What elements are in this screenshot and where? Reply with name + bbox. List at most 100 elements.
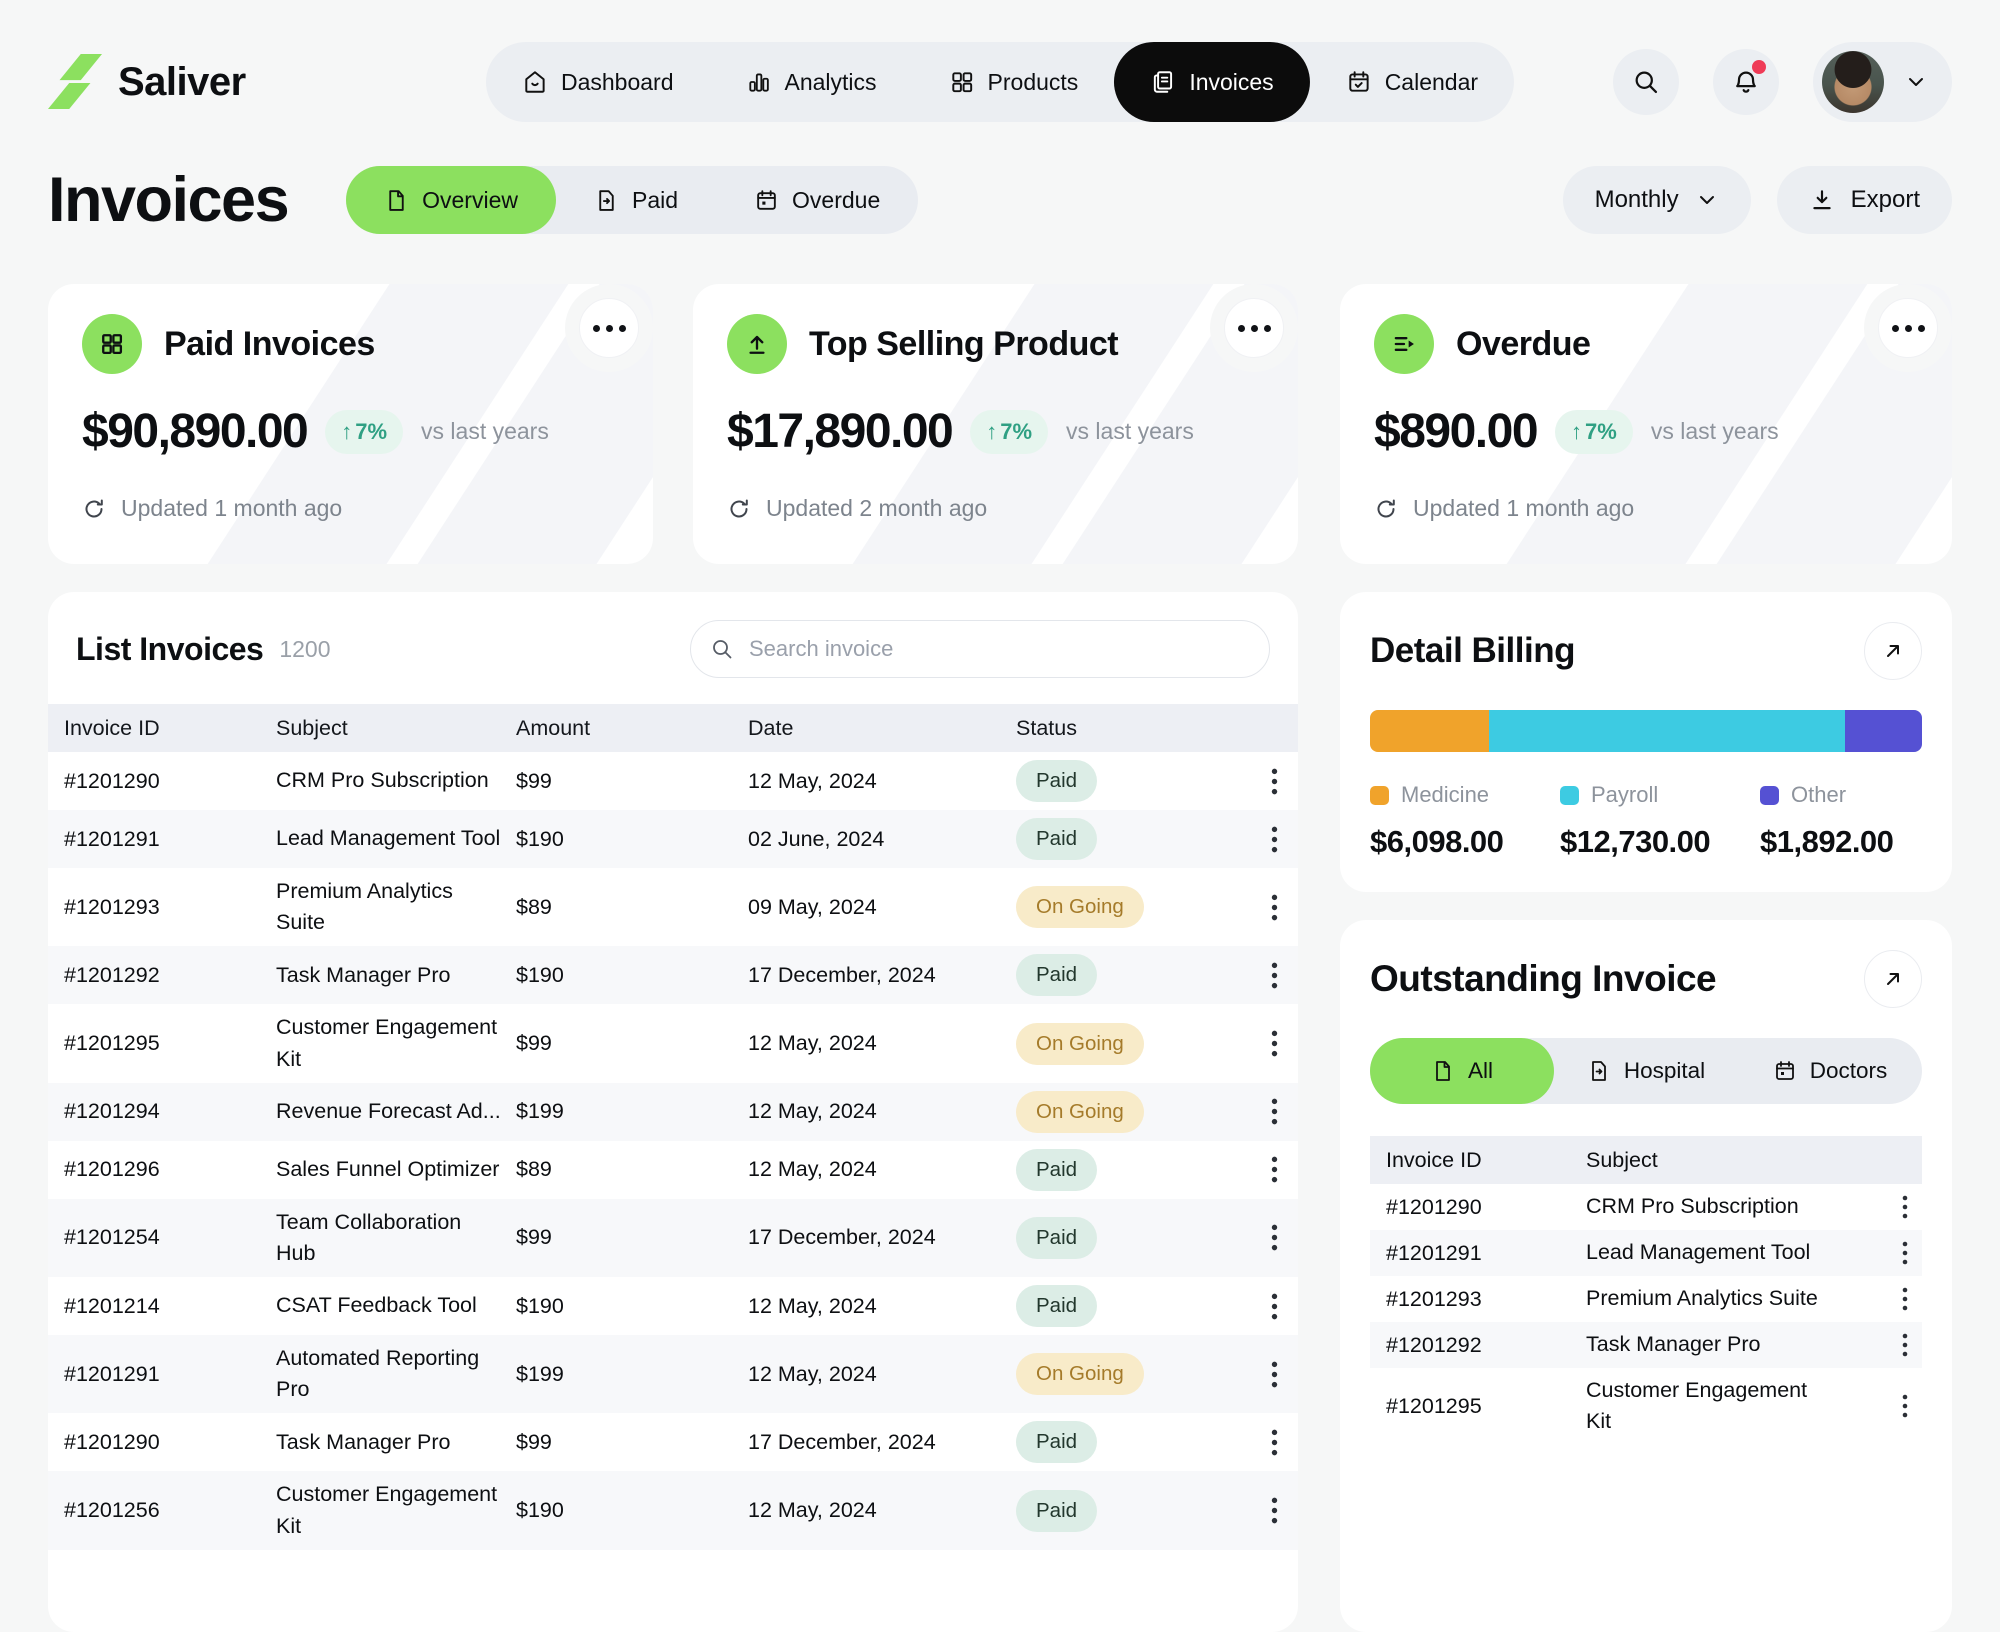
search-icon	[713, 640, 732, 659]
billing-legend: Medicine Payroll Other	[1370, 782, 1922, 808]
nav-item-analytics[interactable]: Analytics	[710, 42, 913, 122]
list-arrow-icon	[1374, 314, 1434, 374]
notifications-button[interactable]	[1713, 49, 1779, 115]
nav-item-products[interactable]: Products	[913, 42, 1115, 122]
legend-dot-medicine	[1370, 785, 1389, 805]
tab-label: Doctors	[1809, 1058, 1888, 1083]
stat-title: Paid Invoices	[164, 324, 375, 363]
invoice-search	[690, 620, 1270, 678]
table-row: #1201292 Task Manager Pro $190 17 December,…	[48, 946, 1298, 1005]
stat-updated: Updated 2 month ago	[766, 495, 988, 521]
tab-label: Overview	[422, 186, 518, 213]
card-menu-button[interactable]	[579, 298, 639, 358]
outstanding-table-header: Invoice ID Subject	[1370, 1136, 1922, 1184]
row-menu-button[interactable]	[1896, 1329, 1914, 1361]
tab-hospital[interactable]: Hospital	[1554, 1038, 1738, 1104]
download-icon	[1812, 190, 1831, 210]
profile-menu[interactable]	[1813, 42, 1952, 122]
list-count: 1200	[279, 635, 331, 662]
topbar-actions	[1613, 42, 1952, 122]
row-menu-button[interactable]	[1265, 1152, 1284, 1187]
list-item: #1201291 Lead Management Tool	[1370, 1230, 1922, 1276]
tab-all[interactable]: All	[1370, 1038, 1554, 1104]
row-menu-button[interactable]	[1265, 1493, 1284, 1528]
list-item: #1201295 Customer Engagement Kit	[1370, 1368, 1922, 1444]
bell-icon	[1736, 71, 1756, 93]
arrow-up-right-icon	[1887, 973, 1899, 985]
status-badge: On Going	[1016, 1022, 1144, 1065]
tab-overview[interactable]: Overview	[346, 166, 556, 234]
billing-value-payroll: $12,730.00	[1560, 824, 1711, 859]
list-title: List Invoices	[76, 630, 264, 667]
tab-label: All	[1467, 1058, 1493, 1083]
delta-badge: ↑ 7%	[325, 409, 404, 454]
tab-doctors[interactable]: Doctors	[1738, 1038, 1922, 1104]
chevron-down-icon	[1909, 78, 1923, 86]
row-menu-button[interactable]	[1896, 1237, 1914, 1269]
row-menu-button[interactable]	[1265, 958, 1284, 993]
nav-item-invoices[interactable]: Invoices	[1114, 42, 1310, 122]
stat-card-top-selling: Top Selling Product $17,890.00 ↑ 7% vs la…	[693, 284, 1298, 564]
bar-segment-payroll	[1489, 710, 1846, 752]
calendar-icon	[1349, 71, 1369, 92]
tab-overdue[interactable]: Overdue	[716, 166, 918, 234]
table-row: #1201256 Customer Engagement Kit $190 12 Ma…	[48, 1471, 1298, 1550]
list-item: #1201292 Task Manager Pro	[1370, 1322, 1922, 1368]
open-outstanding-button[interactable]	[1864, 950, 1922, 1008]
list-item: #1201290 CRM Pro Subscription	[1370, 1184, 1922, 1230]
card-menu-button[interactable]	[1878, 298, 1938, 358]
stat-card-overdue: Overdue $890.00 ↑ 7% vs last years Update…	[1340, 284, 1952, 564]
delta-note: vs last years	[1650, 418, 1779, 444]
tab-paid[interactable]: Paid	[556, 166, 716, 234]
brand-logo: Saliver	[48, 54, 246, 110]
period-select[interactable]: Monthly	[1562, 166, 1751, 234]
export-button[interactable]: Export	[1776, 166, 1952, 234]
search-button[interactable]	[1613, 49, 1679, 115]
stat-updated: Updated 1 month ago	[121, 495, 343, 521]
row-menu-button[interactable]	[1265, 1220, 1284, 1255]
card-menu-button[interactable]	[1224, 298, 1284, 358]
status-badge: Paid	[1016, 1489, 1098, 1532]
left-column: Paid Invoices $90,890.00 ↑ 7% vs last yea…	[48, 284, 1298, 1632]
nav-label: Calendar	[1384, 68, 1479, 95]
row-menu-button[interactable]	[1265, 1357, 1284, 1392]
row-menu-button[interactable]	[1265, 1425, 1284, 1460]
period-label: Monthly	[1594, 186, 1679, 213]
table-row: #1201293 Premium Analytics Suite $89 09 May…	[48, 868, 1298, 946]
stats-row: Paid Invoices $90,890.00 ↑ 7% vs last yea…	[48, 284, 1298, 564]
row-menu-button[interactable]	[1265, 1094, 1284, 1129]
table-row: #1201290 CRM Pro Subscription $99 12 May, 2…	[48, 752, 1298, 810]
row-menu-button[interactable]	[1265, 764, 1284, 799]
bar-segment-other	[1845, 710, 1922, 752]
delta-badge: ↑ 7%	[970, 409, 1049, 454]
row-menu-button[interactable]	[1896, 1283, 1914, 1315]
search-input[interactable]	[690, 620, 1270, 678]
outstanding-tabs: All Hospital Doctors	[1370, 1038, 1922, 1104]
delta-note: vs last years	[421, 418, 549, 444]
legend-label: Other	[1791, 782, 1847, 807]
nav-item-calendar[interactable]: Calendar	[1310, 42, 1514, 122]
status-badge: Paid	[1016, 1285, 1098, 1328]
status-badge: Paid	[1016, 1421, 1098, 1464]
row-menu-button[interactable]	[1896, 1191, 1914, 1223]
file-arrow-icon	[1591, 1061, 1606, 1081]
delta-badge: ↑ 7%	[1555, 409, 1633, 454]
row-menu-button[interactable]	[1265, 1289, 1284, 1324]
nav-item-dashboard[interactable]: Dashboard	[486, 42, 710, 122]
status-badge: On Going	[1016, 886, 1144, 929]
file-arrow-icon	[599, 189, 614, 211]
status-badge: Paid	[1016, 1148, 1098, 1191]
open-detail-billing-button[interactable]	[1864, 622, 1922, 680]
nav-label: Products	[987, 68, 1079, 95]
nav-label: Invoices	[1189, 68, 1274, 95]
stat-amount: $17,890.00	[727, 405, 954, 458]
row-menu-button[interactable]	[1265, 890, 1284, 925]
row-menu-button[interactable]	[1896, 1390, 1914, 1422]
row-menu-button[interactable]	[1265, 822, 1284, 857]
table-header: Invoice ID Subject Amount Date Status	[48, 704, 1298, 752]
search-icon	[1635, 71, 1658, 94]
notification-dot	[1752, 60, 1766, 74]
grid-icon	[82, 314, 142, 374]
content: Paid Invoices $90,890.00 ↑ 7% vs last yea…	[48, 284, 1952, 1632]
row-menu-button[interactable]	[1265, 1026, 1284, 1061]
